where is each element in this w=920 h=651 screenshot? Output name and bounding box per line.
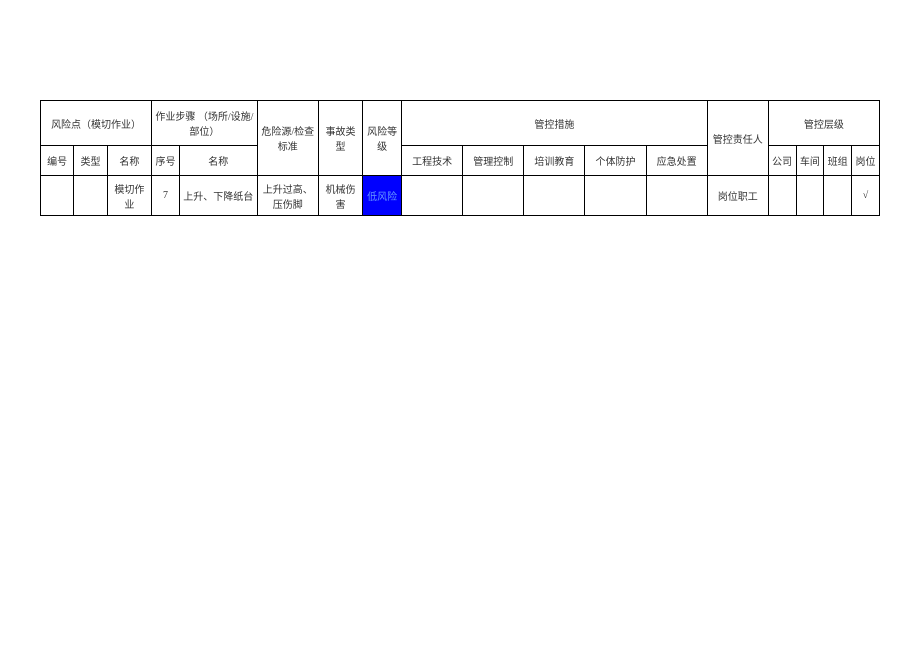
header-position: 岗位	[852, 146, 880, 176]
header-workshop: 车间	[796, 146, 824, 176]
table-row: 模切作业 7 上升、下降纸台 上升过高、压伤脚 机械伤害 低风险 岗位职工 √	[41, 176, 880, 216]
risk-assessment-table: 风险点（模切作业） 作业步骤 （场所/设施/部位） 危险源/检查标准 事故类型 …	[40, 100, 880, 216]
header-company: 公司	[768, 146, 796, 176]
header-work-step: 作业步骤 （场所/设施/部位）	[152, 101, 258, 146]
cell-team	[824, 176, 852, 216]
header-control-level: 管控层级	[768, 101, 879, 146]
cell-management-control	[463, 176, 524, 216]
cell-engineering-tech	[402, 176, 463, 216]
header-seq-no: 序号	[152, 146, 180, 176]
header-emergency-response: 应急处置	[646, 146, 707, 176]
header-training-education: 培训教育	[524, 146, 585, 176]
header-control-person: 管控责任人	[707, 101, 768, 176]
header-control-measures: 管控措施	[402, 101, 708, 146]
header-management-control: 管理控制	[463, 146, 524, 176]
cell-workshop	[796, 176, 824, 216]
header-serial-no: 编号	[41, 146, 74, 176]
cell-training-education	[524, 176, 585, 216]
cell-company	[768, 176, 796, 216]
cell-control-person: 岗位职工	[707, 176, 768, 216]
header-step-name: 名称	[179, 146, 257, 176]
cell-position: √	[852, 176, 880, 216]
header-accident-type: 事故类型	[318, 101, 362, 176]
header-risk-level: 风险等级	[363, 101, 402, 176]
header-name: 名称	[107, 146, 151, 176]
header-individual-protection: 个体防护	[585, 146, 646, 176]
header-team: 班组	[824, 146, 852, 176]
cell-individual-protection	[585, 176, 646, 216]
header-type: 类型	[74, 146, 107, 176]
cell-seq-no: 7	[152, 176, 180, 216]
cell-accident-type: 机械伤害	[318, 176, 362, 216]
cell-serial-no	[41, 176, 74, 216]
cell-step-name: 上升、下降纸台	[179, 176, 257, 216]
cell-emergency-response	[646, 176, 707, 216]
header-engineering-tech: 工程技术	[402, 146, 463, 176]
cell-type	[74, 176, 107, 216]
header-risk-point: 风险点（模切作业）	[41, 101, 152, 146]
header-hazard-source: 危险源/检查标准	[257, 101, 318, 176]
cell-hazard-source: 上升过高、压伤脚	[257, 176, 318, 216]
cell-risk-level: 低风险	[363, 176, 402, 216]
cell-name: 模切作业	[107, 176, 151, 216]
